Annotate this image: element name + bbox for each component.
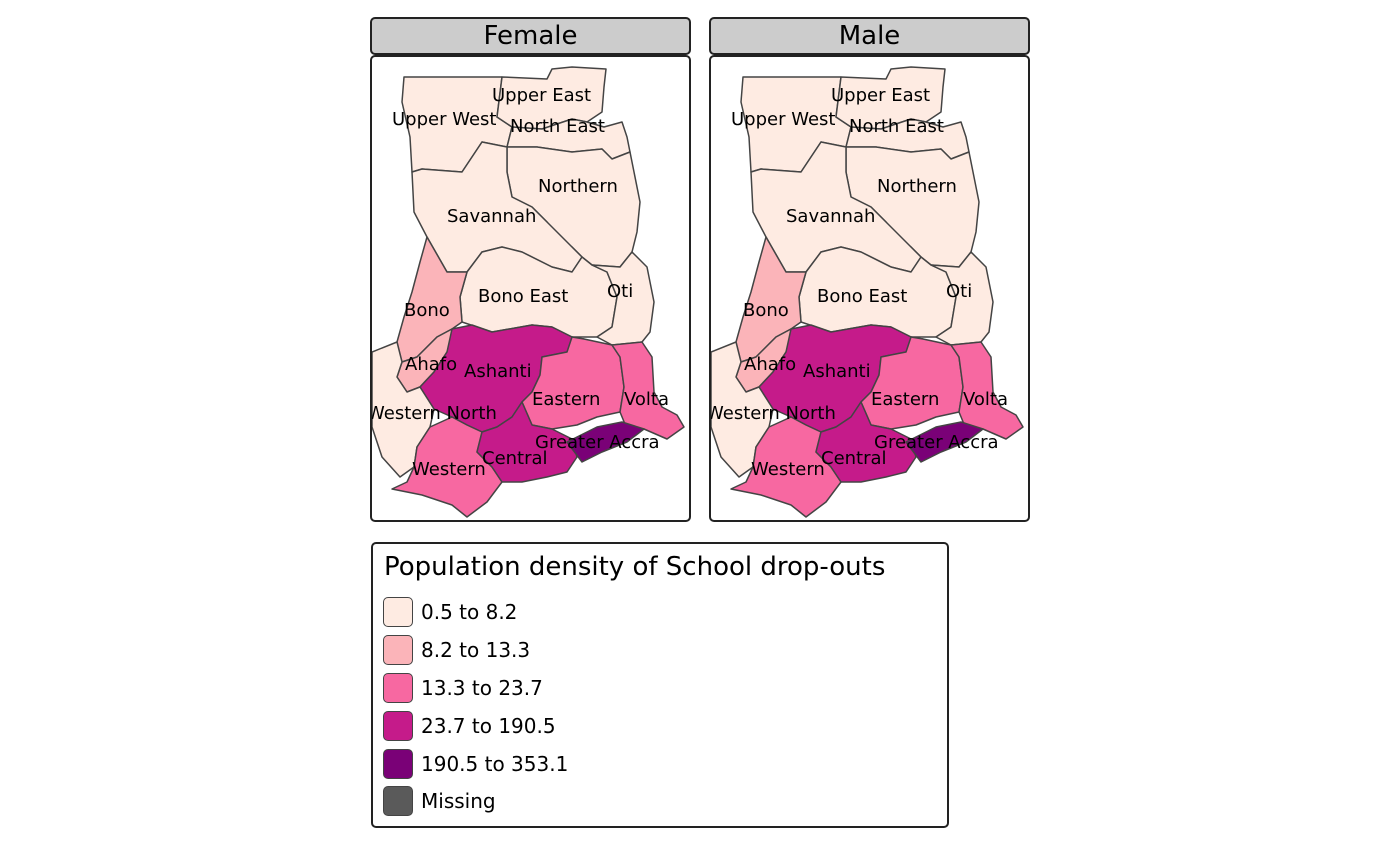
region-label: North East: [849, 116, 944, 137]
legend-swatch: [383, 749, 413, 779]
region-western: [391, 416, 503, 518]
region-label: Western: [412, 459, 486, 480]
legend-item: 13.3 to 23.7: [383, 672, 543, 704]
region-western: [730, 416, 842, 518]
panel-title: Male: [838, 21, 901, 51]
legend-swatch: [383, 635, 413, 665]
legend-label: 190.5 to 353.1: [421, 752, 569, 776]
region-label: Upper West: [392, 109, 496, 130]
legend-item: Missing: [383, 785, 496, 817]
region-label: Eastern: [871, 389, 939, 410]
map-svg: Upper West Upper East North East NorthernSa…: [711, 66, 1024, 518]
region-label: Bono: [743, 300, 789, 321]
region-label: Oti: [607, 281, 633, 302]
region-label: Western North: [711, 403, 836, 424]
region-label: North East: [510, 116, 605, 137]
region-greater-accra: [566, 421, 645, 463]
region-label: Savannah: [447, 206, 536, 227]
region-label: Western: [751, 459, 825, 480]
region-label: Greater Accra: [874, 432, 999, 453]
region-label: Central: [482, 448, 548, 469]
panel-strip-female: Female: [370, 17, 691, 55]
map-legend: Population density of School drop-outs 0…: [371, 542, 949, 828]
legend-swatch: [383, 711, 413, 741]
legend-swatch: [383, 673, 413, 703]
legend-label: 23.7 to 190.5: [421, 714, 556, 738]
region-label: Upper East: [831, 85, 930, 106]
region-western-north: [372, 341, 435, 478]
region-label: Upper West: [731, 109, 835, 130]
region-label: Greater Accra: [535, 432, 660, 453]
region-central: [476, 401, 578, 483]
region-greater-accra: [905, 421, 984, 463]
map-svg: Upper West Upper East North East NorthernSa…: [372, 66, 685, 518]
map-panel-female: Upper West Upper East North East Northern Sa…: [370, 55, 691, 522]
region-label: Western North: [372, 403, 497, 424]
legend-label: 13.3 to 23.7: [421, 676, 543, 700]
region-label: Eastern: [532, 389, 600, 410]
region-label: Bono East: [478, 286, 568, 307]
region-western-north: [711, 341, 774, 478]
legend-label: 8.2 to 13.3: [421, 638, 531, 662]
region-label: Ahafo: [405, 354, 457, 375]
legend-item: 8.2 to 13.3: [383, 634, 530, 666]
panel-strip-male: Male: [709, 17, 1030, 55]
region-label: Oti: [946, 281, 972, 302]
region-label: Bono East: [817, 286, 907, 307]
legend-label: Missing: [421, 789, 496, 813]
region-label: Upper East: [492, 85, 591, 106]
region-label: Ahafo: [744, 354, 796, 375]
region-volta: [611, 341, 685, 440]
region-central: [815, 401, 917, 483]
region-label: Northern: [877, 176, 957, 197]
region-label: Savannah: [786, 206, 875, 227]
region-label: Ashanti: [464, 361, 532, 382]
legend-swatch: [383, 786, 413, 816]
legend-item: 0.5 to 8.2: [383, 596, 517, 628]
region-label: Ashanti: [803, 361, 871, 382]
legend-title: Population density of School drop-outs: [384, 552, 886, 582]
region-volta: [950, 341, 1024, 440]
region-label: Central: [821, 448, 887, 469]
region-label: Northern: [538, 176, 618, 197]
legend-item: 190.5 to 353.1: [383, 748, 568, 780]
legend-swatch: [383, 597, 413, 627]
legend-item: 23.7 to 190.5: [383, 710, 556, 742]
legend-label: 0.5 to 8.2: [421, 600, 518, 624]
map-panel-male: Upper West Upper East North East Northern Sa…: [709, 55, 1030, 522]
region-label: Volta: [963, 389, 1008, 410]
region-label: Volta: [624, 389, 669, 410]
region-label: Bono: [404, 300, 450, 321]
panel-title: Female: [483, 21, 578, 51]
